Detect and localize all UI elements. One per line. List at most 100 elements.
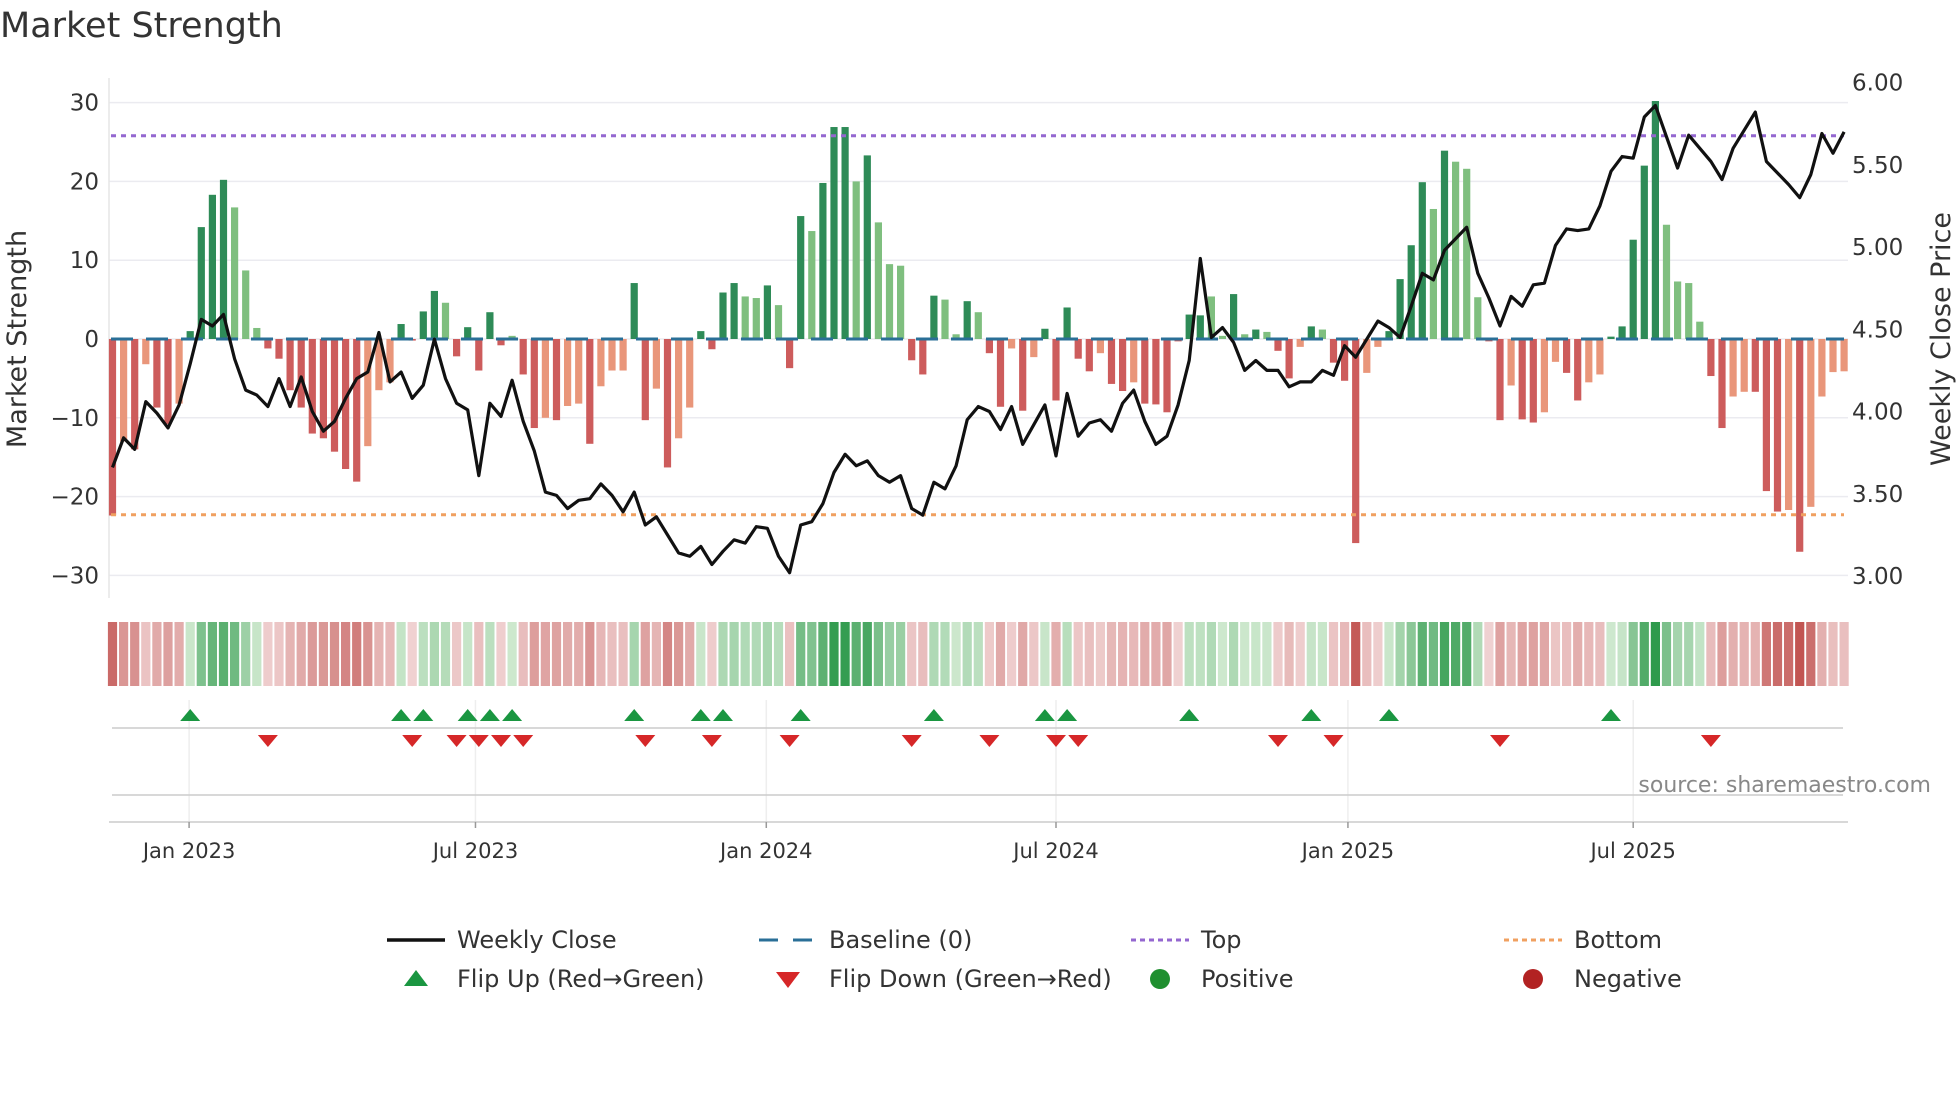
strength-bar xyxy=(530,339,538,429)
heat-strip-cell xyxy=(1728,622,1738,686)
heat-strip-cell xyxy=(1573,622,1583,686)
heat-strip-cell xyxy=(796,622,806,686)
legend-label: Top xyxy=(1200,926,1242,954)
strength-bar xyxy=(342,339,350,470)
strength-bar xyxy=(852,181,860,339)
heat-strip-cell xyxy=(762,622,772,686)
heat-strip-cell xyxy=(1550,622,1561,686)
y2-tick-label: 4.00 xyxy=(1852,400,1903,426)
strength-bar xyxy=(1052,339,1060,401)
heat-strip-cell xyxy=(485,622,495,686)
strength-bar xyxy=(1074,339,1082,359)
heat-strip-cell xyxy=(1606,622,1616,686)
heat-strip-cell xyxy=(518,622,528,686)
heat-strip-cell xyxy=(1129,622,1139,686)
legend-item-dot-orange: Bottom xyxy=(1504,926,1662,954)
heat-strip-cell xyxy=(1362,622,1372,686)
flip-down-marker xyxy=(701,735,722,747)
flip-down-marker xyxy=(1490,735,1510,747)
heat-strip-cell xyxy=(307,622,317,686)
strength-bar xyxy=(1651,101,1659,339)
heat-strip-cell xyxy=(1373,622,1383,686)
strength-bar xyxy=(253,327,261,339)
strength-bar xyxy=(486,312,494,339)
heat-strip-cell xyxy=(1817,622,1827,686)
strength-bar xyxy=(1329,339,1338,363)
heat-strip-cell xyxy=(1684,622,1694,686)
strength-bar xyxy=(1185,314,1193,339)
heat-strip-cell xyxy=(818,622,828,686)
strength-bar xyxy=(1274,339,1282,351)
heat-strip-cell xyxy=(596,622,606,686)
strength-bar xyxy=(630,283,638,339)
heat-strip-cell xyxy=(1184,622,1194,686)
flip-up-marker xyxy=(1379,709,1399,721)
strength-bar xyxy=(908,339,916,361)
heat-strip-cell xyxy=(1495,622,1505,686)
strength-bar xyxy=(786,339,794,369)
legend-label: Bottom xyxy=(1574,926,1662,954)
strength-bar xyxy=(1263,331,1271,339)
heat-strip-cell xyxy=(1229,622,1239,686)
strength-bar xyxy=(675,339,683,439)
x-tick-label: Jul 2023 xyxy=(431,839,518,863)
heat-strip-cell xyxy=(973,622,983,686)
heat-strip-cell xyxy=(1417,622,1427,686)
heat-strip-cell xyxy=(1828,622,1838,686)
circle-icon xyxy=(1150,969,1170,989)
chart-title: Market Strength xyxy=(0,6,283,46)
heat-strip-cell xyxy=(1473,622,1483,686)
strength-bar xyxy=(774,305,783,339)
strength-bar xyxy=(985,339,993,354)
strength-bar xyxy=(1618,326,1626,339)
y2-tick-label: 3.50 xyxy=(1852,482,1903,508)
heat-strip-cell xyxy=(1217,622,1228,686)
heat-strip-cell xyxy=(107,622,118,686)
strength-bar xyxy=(1008,339,1016,349)
strength-bar xyxy=(697,331,705,339)
heat-strip-cell xyxy=(807,622,817,686)
triangle-up-icon xyxy=(404,970,428,986)
strength-bar xyxy=(419,311,427,339)
heat-strip-cell xyxy=(185,622,195,686)
strength-bar xyxy=(475,339,483,371)
strength-bar xyxy=(863,155,871,339)
heat-strip-cell xyxy=(751,622,761,686)
heat-strip-cell xyxy=(1007,622,1017,686)
heat-strip-cell xyxy=(1839,622,1849,686)
strength-bar xyxy=(319,339,327,439)
heat-strip-cell xyxy=(1206,622,1216,686)
strength-bar xyxy=(1407,245,1415,339)
flip-down-marker xyxy=(779,735,800,747)
strength-bar xyxy=(808,231,816,339)
legend-item-circle-green: Positive xyxy=(1150,965,1294,993)
heat-strip-cell xyxy=(1029,622,1039,686)
strength-bar xyxy=(208,194,216,339)
legend-item-tri-down: Flip Down (Green→Red) xyxy=(776,965,1112,993)
heat-strip-cell xyxy=(1051,622,1061,686)
heat-strip-cell xyxy=(1528,622,1538,686)
heat-strip-cell xyxy=(241,622,251,686)
triangle-down-icon xyxy=(776,972,800,988)
heat-strip-cell xyxy=(1451,622,1461,686)
strength-bar xyxy=(819,182,827,339)
flip-up-marker xyxy=(391,709,412,721)
heat-strip-cell xyxy=(352,622,362,686)
heat-strip-cell xyxy=(274,622,284,686)
strength-bar xyxy=(1285,339,1293,379)
strength-bar xyxy=(330,339,339,452)
heat-strip-cell xyxy=(563,622,573,686)
legend-item-circle-red: Negative xyxy=(1523,965,1682,993)
heat-strip-cell xyxy=(252,622,262,686)
legend-label: Weekly Close xyxy=(457,926,617,954)
strength-bar xyxy=(1796,339,1804,552)
strength-bar xyxy=(1685,283,1693,339)
y2-tick-label: 6.00 xyxy=(1852,71,1903,97)
flip-down-marker xyxy=(635,735,656,747)
heat-strip-cell xyxy=(296,622,306,686)
strength-bar xyxy=(841,127,849,339)
heat-strip-cell xyxy=(1084,622,1094,686)
strength-bar xyxy=(641,339,649,421)
heat-strip-cell xyxy=(119,622,129,686)
y-tick-label: −20 xyxy=(50,485,99,511)
